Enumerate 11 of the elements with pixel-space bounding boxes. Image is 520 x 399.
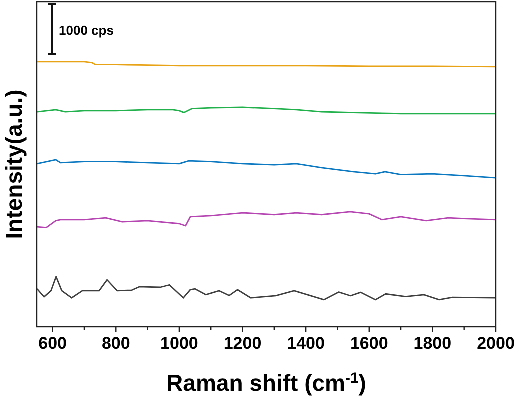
y-axis-title: Intensity(a.u.) [1,90,27,240]
x-tick-label: 1400 [287,334,325,353]
x-tick-label: 1600 [350,334,388,353]
x-axis-title: Raman shift (cm$^{-1}$) [166,370,366,396]
text: 1000 cps [59,23,114,38]
x-tick-label: 1000 [160,334,198,353]
x-tick-label: 600 [38,334,68,353]
x-tick-label: 1800 [414,334,452,353]
x-tick-label: 2000 [477,334,515,353]
x-tick-label: 1200 [224,334,262,353]
x-tick-label: 800 [102,334,130,353]
